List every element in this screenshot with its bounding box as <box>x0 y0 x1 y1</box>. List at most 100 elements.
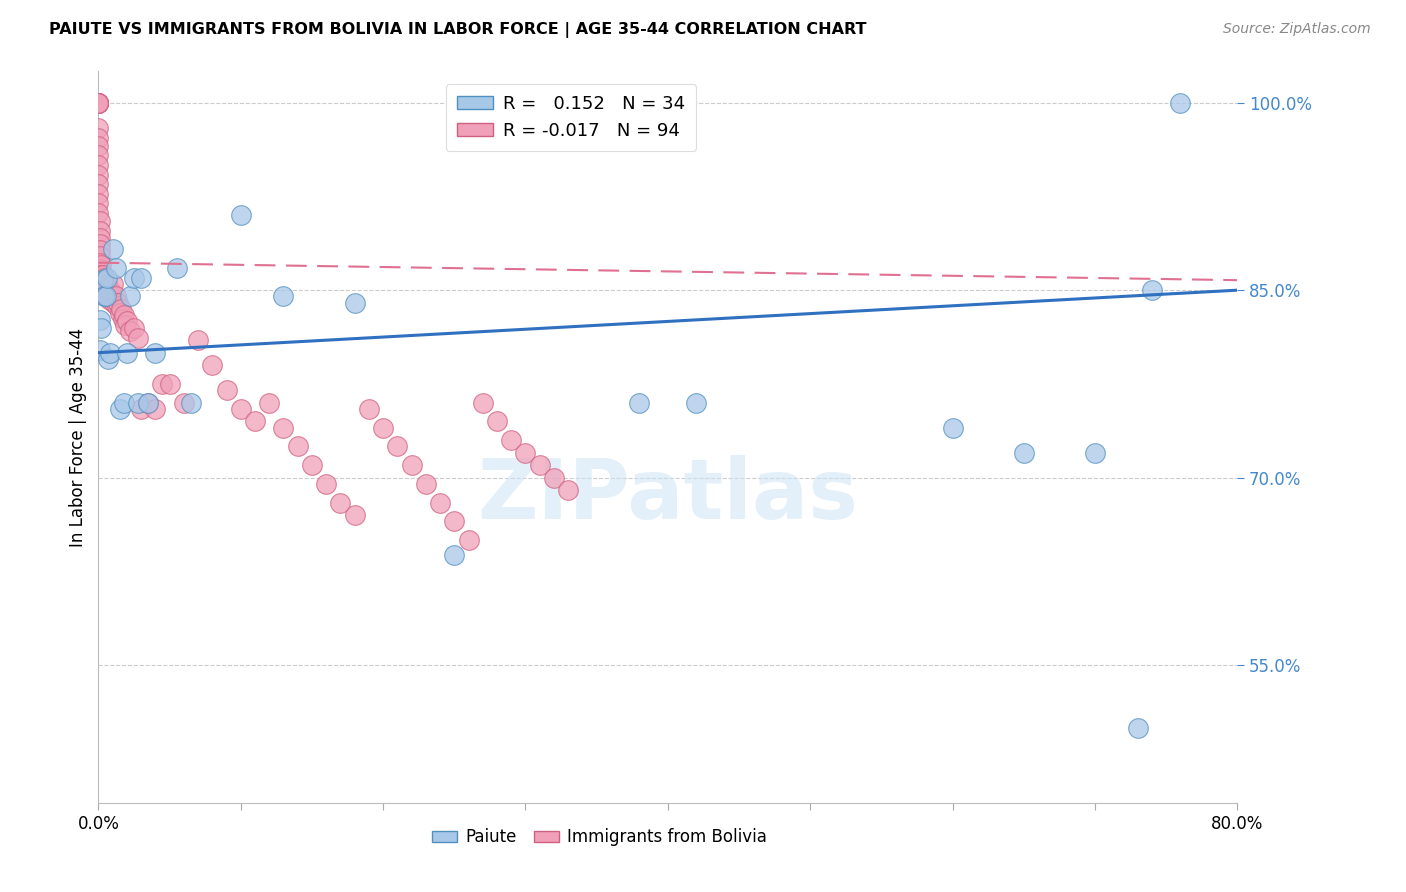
Point <box>243 414 266 428</box>
Point <box>101 242 124 256</box>
Point <box>329 496 352 510</box>
Point <box>91 277 114 291</box>
Point <box>96 277 118 291</box>
Point <box>942 420 965 434</box>
Point <box>515 446 537 460</box>
Point <box>127 331 149 345</box>
Point <box>443 548 465 562</box>
Point <box>87 95 110 110</box>
Point <box>93 289 115 303</box>
Point <box>87 95 110 110</box>
Point <box>89 261 111 276</box>
Point <box>1012 446 1035 460</box>
Point <box>87 139 110 153</box>
Point <box>90 277 112 291</box>
Point <box>96 287 118 301</box>
Point <box>187 333 209 347</box>
Legend: Paiute, Immigrants from Bolivia: Paiute, Immigrants from Bolivia <box>426 822 773 853</box>
Point <box>104 289 127 303</box>
Point <box>1084 446 1107 460</box>
Point <box>145 345 167 359</box>
Point <box>215 383 238 397</box>
Point <box>96 270 118 285</box>
Point <box>111 312 134 326</box>
Point <box>287 440 309 454</box>
Point <box>112 395 135 409</box>
Point <box>94 283 117 297</box>
Point <box>557 483 579 498</box>
Point <box>1126 721 1149 735</box>
Point <box>108 401 131 416</box>
Point <box>373 420 395 434</box>
Point <box>429 496 451 510</box>
Point <box>89 230 111 244</box>
Point <box>104 260 127 275</box>
Point <box>87 120 110 135</box>
Point <box>443 515 465 529</box>
Point <box>457 533 479 548</box>
Point <box>87 95 110 110</box>
Point <box>543 471 565 485</box>
Point <box>89 224 111 238</box>
Point <box>89 343 111 358</box>
Point <box>90 320 112 334</box>
Point <box>136 395 159 409</box>
Point <box>107 295 129 310</box>
Point <box>110 301 132 316</box>
Point <box>315 477 337 491</box>
Point <box>97 291 120 305</box>
Point <box>97 280 120 294</box>
Point <box>159 376 181 391</box>
Point <box>98 345 121 359</box>
Point <box>90 287 112 301</box>
Point <box>118 325 141 339</box>
Point <box>1170 95 1192 110</box>
Point <box>94 273 117 287</box>
Point <box>115 314 138 328</box>
Point <box>173 395 195 409</box>
Point <box>201 358 224 372</box>
Point <box>87 158 110 172</box>
Point <box>89 214 111 228</box>
Point <box>90 268 112 282</box>
Point <box>87 195 110 210</box>
Point <box>122 320 145 334</box>
Point <box>93 280 115 294</box>
Text: Source: ZipAtlas.com: Source: ZipAtlas.com <box>1223 22 1371 37</box>
Point <box>87 95 110 110</box>
Point <box>1140 283 1163 297</box>
Point <box>501 434 523 448</box>
Point <box>415 477 437 491</box>
Point <box>90 258 112 272</box>
Point <box>127 395 149 409</box>
Point <box>89 255 111 269</box>
Point <box>87 186 110 201</box>
Point <box>529 458 551 473</box>
Point <box>401 458 423 473</box>
Point <box>301 458 323 473</box>
Point <box>89 249 111 263</box>
Point <box>685 395 707 409</box>
Point <box>98 293 121 308</box>
Point <box>112 308 135 322</box>
Point <box>343 508 366 523</box>
Point <box>471 395 494 409</box>
Point <box>103 295 125 310</box>
Point <box>87 95 110 110</box>
Point <box>486 414 509 428</box>
Point <box>101 277 124 291</box>
Point <box>180 395 202 409</box>
Point <box>87 95 110 110</box>
Point <box>89 268 111 282</box>
Point <box>145 401 167 416</box>
Point <box>87 95 110 110</box>
Y-axis label: In Labor Force | Age 35-44: In Labor Force | Age 35-44 <box>69 327 87 547</box>
Point <box>87 148 110 162</box>
Point <box>89 236 111 251</box>
Point <box>105 300 128 314</box>
Point <box>129 270 152 285</box>
Point <box>259 395 281 409</box>
Text: ZIPatlas: ZIPatlas <box>478 455 858 536</box>
Point <box>87 95 110 110</box>
Point <box>115 345 138 359</box>
